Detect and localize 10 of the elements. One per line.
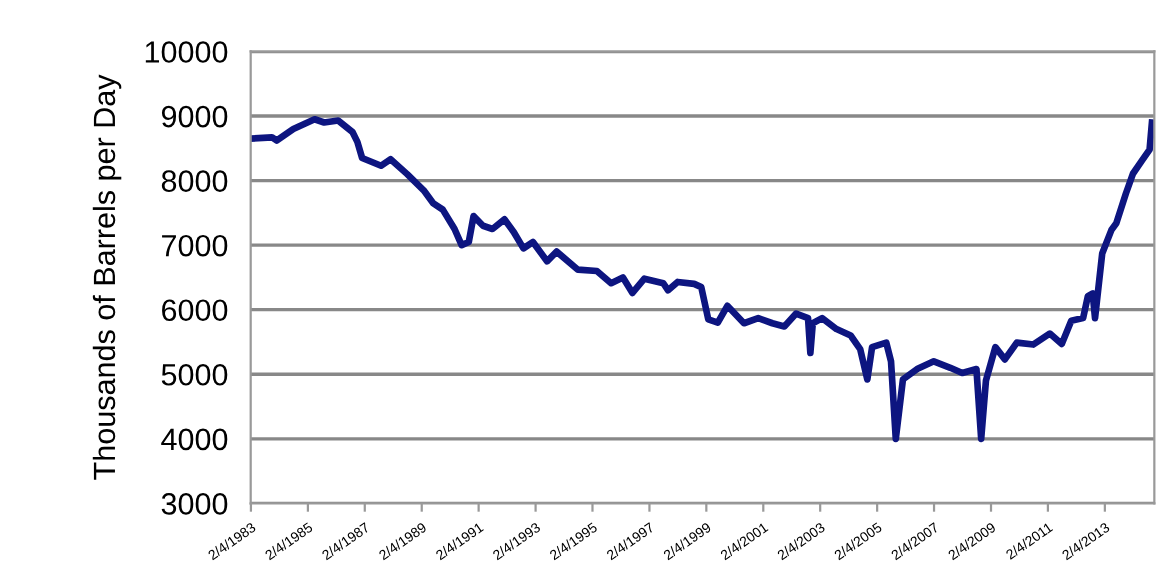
y-tick-label: 8000 (161, 170, 228, 192)
y-tick-label: 7000 (162, 234, 228, 257)
y-tick-label: 9000 (161, 105, 228, 128)
y-tick-label: 3000 (161, 493, 228, 515)
y-tick-label: 4000 (161, 428, 228, 451)
y-tick-label: 5000 (161, 363, 228, 386)
y-axis-title: Thousands of Barrels per Day (92, 74, 122, 480)
y-tick-label: 6000 (162, 299, 228, 322)
y-tick-label: 10000 (145, 41, 228, 63)
line-series (250, 115, 1155, 443)
